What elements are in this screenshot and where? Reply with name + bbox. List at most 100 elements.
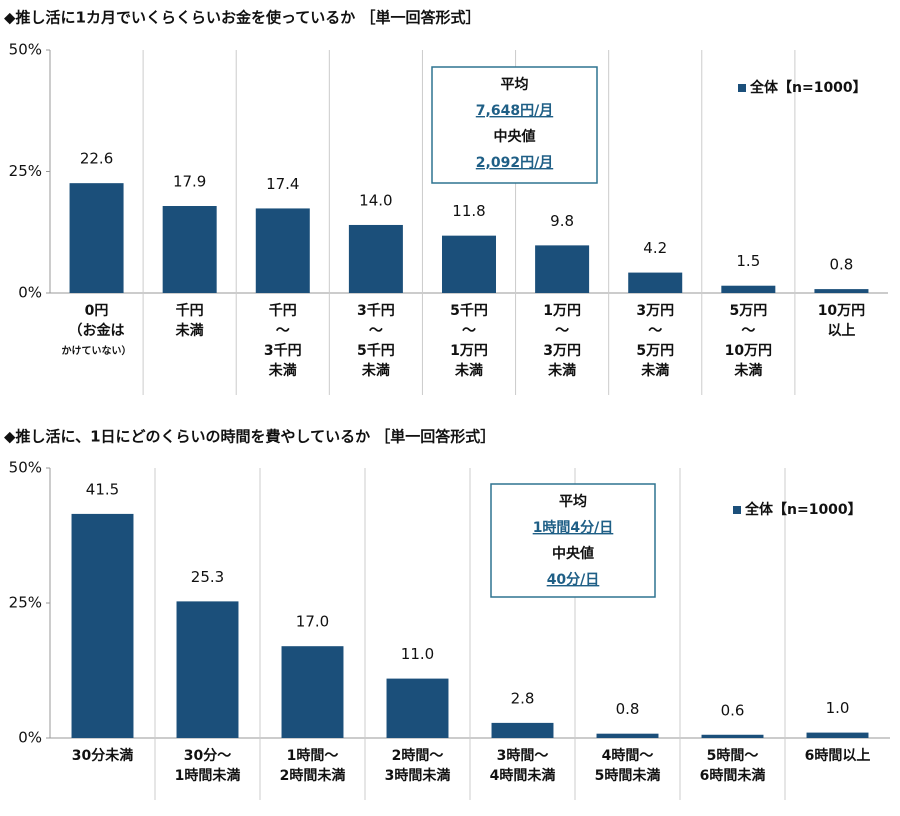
- x-tick-label: 5万円: [729, 303, 767, 319]
- x-tick-label: ～: [276, 323, 290, 339]
- x-tick-label: 千円: [269, 302, 297, 319]
- x-tick-label: ～: [648, 323, 662, 339]
- x-tick-label: 3時間～: [497, 747, 549, 764]
- x-tick-label: 30分未満: [72, 747, 133, 764]
- x-tick-label: 4時間～: [602, 747, 654, 764]
- y-tick-label: 25%: [9, 162, 42, 180]
- x-tick-label: 未満: [455, 362, 483, 379]
- y-tick-label: 0%: [18, 284, 42, 302]
- annotation: 1時間4分/日: [533, 519, 614, 536]
- x-tick-label: 千円: [176, 302, 204, 319]
- x-tick-label: 6時間未満: [700, 767, 766, 784]
- bar: [628, 272, 683, 293]
- x-tick-label: ～: [369, 323, 383, 339]
- x-tick-label: 1時間未満: [175, 767, 241, 784]
- data-label: 17.9: [173, 173, 206, 191]
- x-tick-label: かけていない）: [62, 344, 132, 357]
- data-label: 1.0: [826, 699, 850, 717]
- data-label: 11.0: [401, 645, 434, 663]
- legend-label: 全体【n=1000】: [749, 79, 867, 96]
- bar: [71, 513, 134, 738]
- legend-label: 全体【n=1000】: [744, 501, 862, 518]
- y-tick-label: 25%: [9, 594, 42, 612]
- x-tick-label: 5万円: [636, 343, 674, 359]
- x-tick-label: 3時間未満: [385, 767, 451, 784]
- annotation: 2,092円/月: [476, 155, 553, 171]
- x-tick-label: 5時間～: [707, 747, 759, 764]
- x-tick-label: 1時間～: [287, 747, 339, 764]
- bar: [491, 722, 554, 738]
- bar: [814, 289, 869, 293]
- x-tick-label: 未満: [269, 362, 297, 379]
- y-tick-label: 50%: [9, 459, 42, 477]
- annotation: 平均: [501, 76, 529, 93]
- data-label: 17.4: [266, 175, 299, 193]
- data-label: 25.3: [191, 568, 224, 586]
- x-tick-label: 1万円: [543, 303, 581, 319]
- data-label: 1.5: [736, 252, 760, 270]
- bar: [596, 733, 659, 738]
- data-label: 4.2: [643, 239, 667, 257]
- data-label: 22.6: [80, 150, 113, 168]
- annotation: 7,648円/月: [476, 103, 553, 119]
- y-tick-label: 50%: [9, 41, 42, 59]
- x-tick-label: 未満: [641, 362, 669, 379]
- data-label: 9.8: [550, 212, 574, 230]
- x-tick-label: 5千円: [450, 302, 488, 319]
- x-tick-label: 10万円: [725, 343, 772, 359]
- annotation-box: [431, 66, 598, 184]
- bar: [386, 678, 449, 738]
- x-tick-label: ～: [555, 323, 569, 339]
- data-label: 0.6: [721, 701, 745, 719]
- bar: [69, 183, 124, 293]
- bar: [721, 285, 776, 293]
- y-tick-label: 0%: [18, 729, 42, 747]
- data-label: 0.8: [616, 700, 640, 718]
- bar: [255, 208, 310, 293]
- annotation: 40分/日: [547, 572, 600, 588]
- bar: [806, 732, 869, 738]
- x-tick-label: ～: [741, 323, 755, 339]
- x-tick-label: 以上: [827, 323, 855, 339]
- x-tick-label: （お金は: [69, 322, 125, 339]
- annotation: 中央値: [494, 128, 536, 145]
- x-tick-label: 3千円: [357, 302, 395, 319]
- data-label: 41.5: [86, 480, 119, 498]
- x-tick-label: 3万円: [636, 303, 674, 319]
- x-tick-label: 3万円: [543, 343, 581, 359]
- x-tick-label: 1万円: [450, 343, 488, 359]
- x-tick-label: ～: [462, 323, 476, 339]
- x-tick-label: 30分～: [184, 748, 231, 764]
- data-label: 17.0: [296, 613, 329, 631]
- legend-swatch: [733, 506, 741, 514]
- data-label: 0.8: [830, 256, 854, 274]
- chart-title: ◆推し活に、1日にどのくらいの時間を費やしているか ［単一回答形式］: [4, 428, 495, 446]
- x-tick-label: 2時間未満: [280, 767, 346, 784]
- x-tick-label: 5千円: [357, 342, 395, 359]
- data-label: 11.8: [452, 202, 485, 220]
- annotation-box: [490, 483, 656, 598]
- bar: [281, 646, 344, 738]
- x-tick-label: 5時間未満: [595, 767, 661, 784]
- annotation: 平均: [559, 493, 587, 510]
- x-tick-label: 未満: [362, 362, 390, 379]
- x-tick-label: 4時間未満: [490, 767, 556, 784]
- x-tick-label: 6時間以上: [805, 747, 871, 764]
- annotation: 中央値: [552, 545, 594, 562]
- legend-swatch: [738, 84, 746, 92]
- bar: [176, 601, 239, 738]
- bar: [162, 206, 217, 293]
- bar: [348, 224, 403, 293]
- x-tick-label: 0円: [85, 303, 109, 319]
- x-tick-label: 未満: [176, 322, 204, 339]
- bar: [441, 235, 497, 293]
- x-tick-label: 未満: [734, 362, 762, 379]
- x-tick-label: 2時間～: [392, 747, 444, 764]
- chart-title: ◆推し活に1カ月でいくらくらいお金を使っているか ［単一回答形式］: [4, 9, 480, 27]
- bar: [535, 245, 590, 293]
- data-label: 14.0: [359, 191, 392, 209]
- bar: [701, 734, 764, 738]
- x-tick-label: 3千円: [264, 342, 302, 359]
- x-tick-label: 10万円: [818, 303, 865, 319]
